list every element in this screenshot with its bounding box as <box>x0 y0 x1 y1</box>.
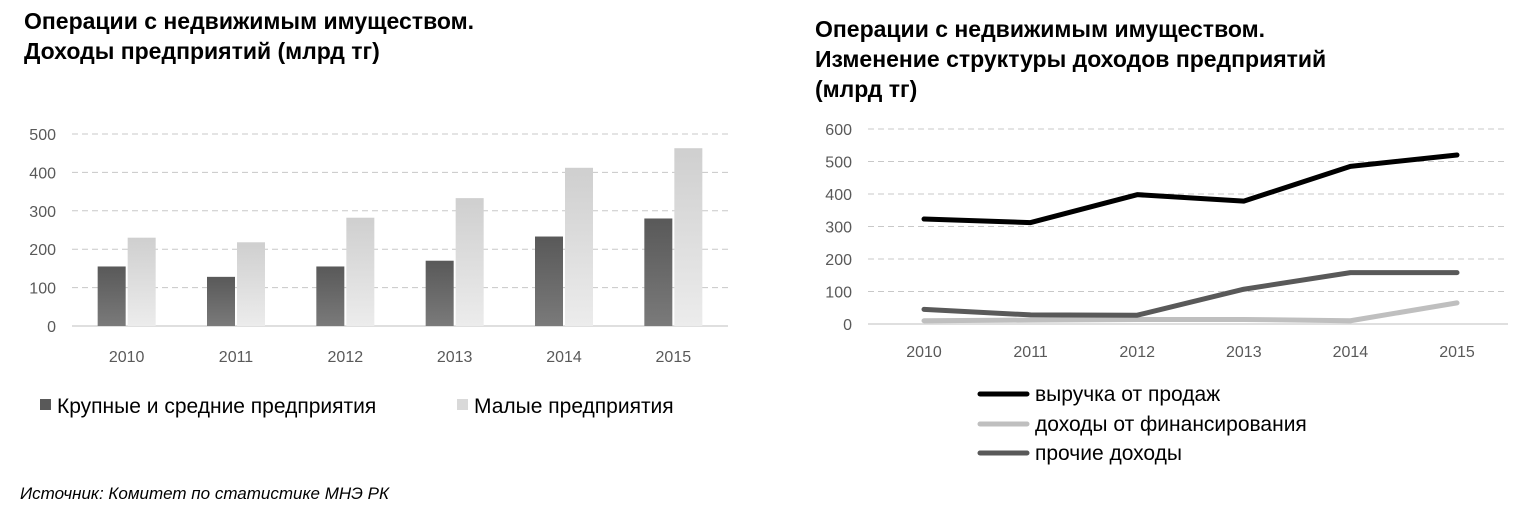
bar-large-medium-2010 <box>97 266 126 326</box>
y-tick-label: 500 <box>29 127 56 144</box>
bar-small-2011 <box>237 242 265 326</box>
legend-label-financing-income: доходы от финансирования <box>1035 413 1307 436</box>
bar-large-medium-2012 <box>316 266 345 326</box>
legend-label-large-medium: Крупные и средние предприятия <box>57 395 376 418</box>
y-tick-label: 600 <box>825 122 852 139</box>
line-financing-income <box>921 300 1460 324</box>
line-other-income <box>921 270 1460 318</box>
bar-large-medium-2014 <box>535 236 563 326</box>
x-tick-label: 2012 <box>328 349 364 366</box>
y-tick-label: 400 <box>825 187 852 204</box>
bar-small-2014 <box>565 167 593 326</box>
legend-label-small: Малые предприятия <box>474 395 674 418</box>
y-tick-label: 100 <box>29 281 56 298</box>
bar-small-2010 <box>127 237 156 326</box>
x-tick-label: 2013 <box>437 349 473 366</box>
y-tick-label: 300 <box>29 204 56 221</box>
x-tick-label: 2014 <box>546 349 582 366</box>
y-tick-label: 0 <box>47 319 56 336</box>
line-sales-revenue <box>921 152 1460 226</box>
y-tick-label: 200 <box>825 252 852 269</box>
bar-chart: 0 100 200 300 400 500 2010 2011 2012 2013 2014 2015… <box>29 127 728 418</box>
y-tick-label: 0 <box>843 317 852 334</box>
y-tick-label: 400 <box>29 165 56 182</box>
legend-swatch-small <box>457 399 468 410</box>
right-chart-title: Операции с недвижимым имуществом. Измене… <box>815 16 1327 102</box>
x-tick-label: 2011 <box>219 349 254 366</box>
x-tick-label: 2011 <box>1013 344 1048 361</box>
legend-swatch-large-medium <box>40 399 51 410</box>
bar-large-medium-2013 <box>425 260 454 326</box>
source-note: Источник: Комитет по статистике МНЭ РК <box>20 484 390 503</box>
x-tick-label: 2012 <box>1119 344 1155 361</box>
x-tick-label: 2015 <box>656 349 692 366</box>
bar-large-medium-2011 <box>207 276 235 326</box>
x-tick-label: 2013 <box>1226 344 1262 361</box>
y-tick-label: 300 <box>825 220 852 237</box>
legend-label-sales-revenue: выручка от продаж <box>1035 383 1220 406</box>
x-tick-label: 2014 <box>1333 344 1369 361</box>
line-chart: 0 100 200 300 400 500 600 2010 2011 2012 2013 2014 2… <box>825 122 1508 465</box>
legend-label-other-income: прочие доходы <box>1035 442 1182 465</box>
y-tick-label: 200 <box>29 242 56 259</box>
bar-small-2013 <box>455 198 484 326</box>
y-tick-label: 500 <box>825 155 852 172</box>
bar-large-medium-2015 <box>644 218 673 326</box>
y-tick-label: 100 <box>825 285 852 302</box>
bar-small-2012 <box>346 217 375 326</box>
x-tick-label: 2015 <box>1439 344 1475 361</box>
x-tick-label: 2010 <box>109 349 145 366</box>
left-chart-title: Операции с недвижимым имуществом. Доходы… <box>24 8 475 64</box>
bar-small-2015 <box>674 148 703 326</box>
x-tick-label: 2010 <box>906 344 942 361</box>
